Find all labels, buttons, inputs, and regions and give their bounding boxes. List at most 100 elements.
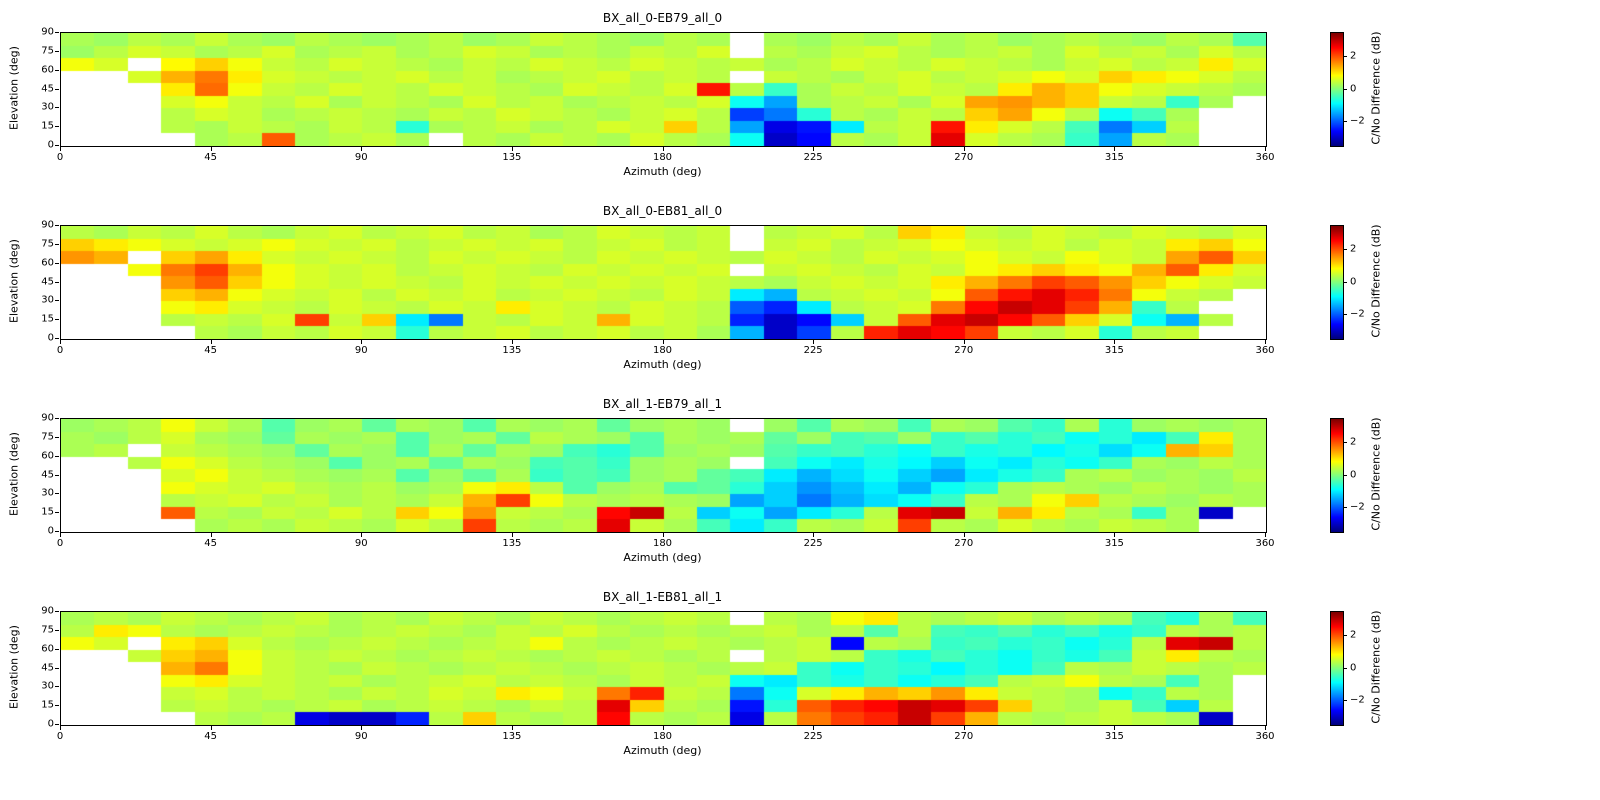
x-tick-mark [361,147,363,151]
colorbar-tick-label: 2 [1350,629,1357,641]
x-tick-mark [1114,726,1116,730]
x-tick-label: 0 [56,345,64,356]
x-tick-label: 270 [954,538,974,549]
plot-title: BX_all_1-EB81_all_1 [602,590,723,604]
x-tick-mark [813,340,815,344]
colorbar-tick-mark [1344,442,1347,444]
y-tick-mark [55,69,59,71]
y-axis-label: Elevation (deg) [7,46,21,130]
colorbar-tick-mark [1344,281,1347,283]
x-tick-label: 180 [652,152,673,163]
y-tick-mark [55,32,59,33]
x-tick-mark [361,340,363,344]
heatmap-canvas [61,419,1266,532]
x-tick-label: 45 [204,731,217,742]
y-tick-label: 0 [47,139,54,151]
heatmap-canvas [61,33,1266,146]
colorbar-tick-label: 0 [1350,276,1357,287]
x-tick-label: 90 [354,731,368,742]
y-tick-label: 60 [41,257,54,269]
colorbar-tick-mark [1344,249,1347,251]
x-tick-mark [963,726,965,730]
x-tick-mark [662,340,664,344]
x-tick-mark [662,726,664,730]
x-tick-label: 315 [1104,731,1124,742]
colorbar-tick-mark [1344,699,1347,701]
x-tick-mark [1265,147,1266,151]
x-tick-label: 0 [56,538,64,549]
plot-area [60,32,1267,147]
y-tick-label: 90 [41,26,54,38]
x-tick-mark [511,147,513,151]
colorbar-tick-mark [1344,667,1347,669]
x-tick-label: 180 [652,731,673,742]
y-tick-label: 45 [41,276,54,287]
x-axis-label: Azimuth (deg) [623,744,702,757]
y-tick-label: 45 [41,469,54,480]
x-tick-label: 360 [1255,345,1275,356]
y-tick-label: 60 [41,643,54,655]
x-tick-mark [813,147,815,151]
x-tick-label: 180 [652,345,673,356]
colorbar-tick-label: 0 [1350,469,1357,480]
colorbar-tick-label: −2 [1350,501,1365,513]
heatmap-canvas [61,612,1266,725]
y-axis-label: Elevation (deg) [7,239,21,323]
x-tick-label: 135 [502,538,522,549]
y-tick-label: 0 [47,332,54,344]
x-tick-mark [210,533,212,537]
x-tick-mark [1265,340,1266,344]
subplot-2: BX_all_0-EB81_all_0 Elevation (deg) 0 45 9… [0,201,1600,394]
colorbar-label: C/No Difference (dB) [1369,31,1383,145]
x-tick-label: 45 [204,538,217,549]
colorbar-tick-label: −2 [1350,694,1365,706]
colorbar-gradient [1331,226,1343,339]
colorbar-tick-label: 2 [1350,436,1357,448]
y-tick-label: 15 [41,313,54,325]
y-tick-label: 75 [41,624,54,636]
x-tick-mark [1114,340,1116,344]
y-tick-label: 90 [41,412,54,424]
colorbar-tick-mark [1344,635,1347,637]
plot-area [60,611,1267,726]
colorbar [1330,225,1344,340]
x-tick-label: 360 [1255,538,1275,549]
x-tick-label: 90 [354,538,368,549]
x-tick-mark [1265,533,1266,537]
y-tick-mark [55,243,59,245]
x-tick-mark [1114,147,1116,151]
y-tick-mark [55,512,59,514]
colorbar-tick-label: 2 [1350,50,1357,62]
x-tick-label: 360 [1255,731,1275,742]
y-tick-mark [55,531,59,532]
y-tick-mark [55,300,59,302]
y-tick-mark [55,88,59,90]
y-axis-label: Elevation (deg) [7,432,21,516]
y-tick-mark [55,50,59,52]
x-tick-label: 225 [803,152,823,163]
y-tick-mark [55,611,59,612]
x-tick-mark [60,726,61,730]
x-tick-label: 135 [502,731,522,742]
x-tick-mark [210,147,212,151]
y-tick-mark [55,724,59,725]
colorbar-tick-mark [1344,120,1347,122]
x-tick-label: 270 [954,345,974,356]
y-tick-label: 90 [41,605,54,617]
heatmap-canvas [61,226,1266,339]
x-tick-mark [361,726,363,730]
x-tick-mark [963,340,965,344]
y-axis-label: Elevation (deg) [7,625,21,709]
y-tick-label: 30 [41,680,54,692]
y-tick-label: 90 [41,219,54,231]
colorbar-label: C/No Difference (dB) [1369,610,1383,724]
colorbar-gradient [1331,33,1343,146]
y-tick-label: 15 [41,506,54,518]
plot-area [60,225,1267,340]
y-tick-mark [55,145,59,146]
colorbar-label: C/No Difference (dB) [1369,417,1383,531]
colorbar-tick-label: 0 [1350,83,1357,94]
x-tick-label: 225 [803,731,823,742]
x-tick-mark [1265,726,1266,730]
